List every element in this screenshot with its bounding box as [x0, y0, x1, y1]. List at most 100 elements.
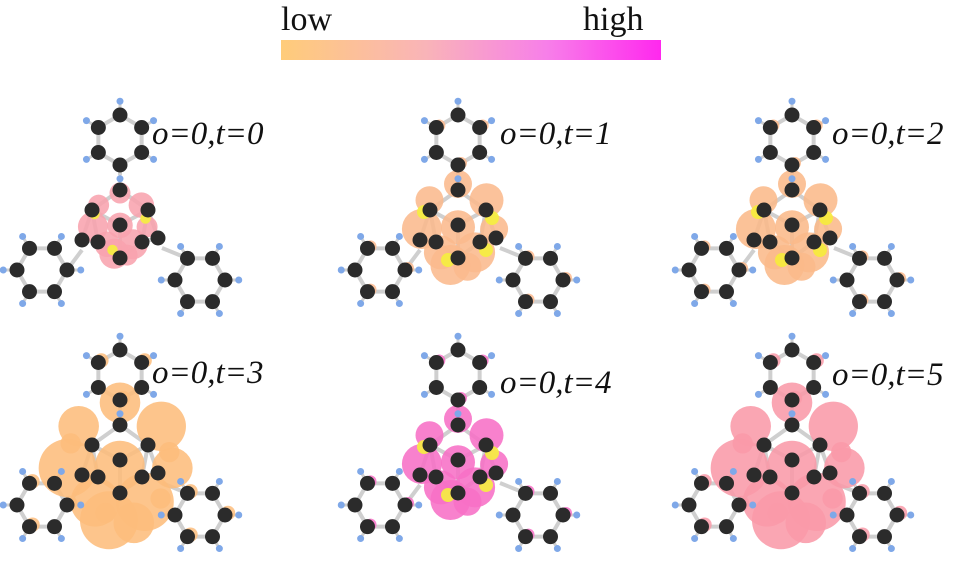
hydrogen-atom [754, 352, 762, 360]
hydrogen-atom [57, 232, 65, 240]
hydrogen-atom [157, 276, 165, 284]
carbon-atom [784, 342, 800, 358]
carbon-atom [47, 284, 62, 300]
carbon-atom [397, 262, 413, 278]
carbon-atom [762, 145, 778, 160]
carbon-atom [205, 485, 220, 501]
hydrogen-atom [357, 300, 365, 308]
carbon-atom [784, 452, 800, 468]
hydrogen-atom [691, 467, 699, 475]
carbon-atom [450, 182, 466, 198]
panel-t5: o=0,t=5 [671, 305, 975, 555]
hydrogen-atom [488, 390, 496, 398]
carbon-atom [22, 240, 37, 256]
hydrogen-atom [77, 501, 85, 509]
hydrogen-atom [82, 117, 90, 125]
carbon-atom [719, 475, 734, 491]
hydrogen-atom [454, 410, 462, 418]
panel-label-t4: o=0,t=4 [500, 365, 612, 401]
carbon-atom [9, 497, 25, 513]
colorbar-low-label: low [281, 1, 332, 38]
hydrogen-atom [177, 242, 185, 250]
hydrogen-atom [454, 175, 462, 183]
carbon-atom [518, 485, 533, 501]
atoms-group [337, 97, 581, 318]
carbon-atom [806, 469, 822, 485]
carbon-atom [428, 234, 444, 250]
carbon-atom [112, 217, 128, 233]
carbon-atom [756, 437, 772, 453]
panel-label-t1: o=0,t=1 [500, 116, 612, 152]
carbon-atom [543, 529, 558, 545]
hydrogen-atom [849, 545, 857, 553]
carbon-atom [877, 529, 892, 545]
molecule-t2 [671, 97, 915, 318]
carbon-atom [90, 120, 106, 135]
carbon-atom [180, 250, 195, 266]
carbon-atom [150, 230, 166, 246]
atoms-group [0, 97, 243, 318]
hydrogen-atom [788, 175, 796, 183]
carbon-atom [385, 475, 400, 491]
hydrogen-atom [495, 511, 503, 519]
carbon-atom [731, 497, 747, 513]
panel-label-t0: o=0,t=0 [152, 116, 264, 152]
hydrogen-atom [454, 332, 462, 340]
carbon-atom [90, 234, 106, 250]
carbon-atom [450, 452, 466, 468]
hydrogen-atom [177, 477, 185, 485]
orbital-highlight [95, 502, 116, 524]
atoms-group [671, 97, 915, 318]
carbon-atom [762, 120, 778, 135]
carbon-atom [877, 485, 892, 501]
hydrogen-atom [691, 232, 699, 240]
hydrogen-atom [215, 545, 223, 553]
hydrogen-atom [573, 276, 581, 284]
carbon-atom [140, 437, 156, 453]
carbon-atom [784, 250, 800, 266]
carbon-atom [450, 217, 466, 233]
carbon-atom [488, 465, 504, 481]
carbon-atom [90, 355, 106, 370]
carbon-atom [472, 120, 488, 135]
carbon-atom [784, 107, 800, 123]
molecule-t1 [337, 97, 581, 318]
carbon-atom [478, 437, 494, 453]
hydrogen-atom [754, 390, 762, 398]
hydrogen-atom [907, 511, 915, 519]
hydrogen-atom [788, 332, 796, 340]
carbon-atom [756, 202, 772, 218]
carbon-atom [59, 497, 75, 513]
orbital-lobe [469, 183, 504, 218]
carbon-atom [47, 240, 62, 256]
hydrogen-atom [235, 276, 243, 284]
carbon-atom [217, 272, 233, 288]
carbon-atom [784, 485, 800, 501]
hydrogen-atom [829, 276, 837, 284]
carbon-atom [822, 230, 838, 246]
carbon-atom [518, 529, 533, 545]
hydrogen-atom [415, 266, 423, 274]
hydrogen-atom [337, 266, 345, 274]
carbon-atom [22, 519, 37, 535]
carbon-atom [180, 485, 195, 501]
hydrogen-atom [691, 300, 699, 308]
carbon-atom [428, 145, 444, 160]
carbon-atom [681, 497, 697, 513]
panel-label-t3: o=0,t=3 [152, 355, 264, 391]
carbon-atom [762, 355, 778, 370]
hydrogen-atom [420, 117, 428, 125]
hydrogen-atom [553, 310, 561, 318]
hydrogen-atom [454, 97, 462, 105]
carbon-atom [694, 475, 709, 491]
carbon-atom [59, 262, 75, 278]
carbon-atom [180, 294, 195, 310]
carbon-atom [112, 107, 128, 123]
carbon-atom [385, 519, 400, 535]
carbon-atom [889, 507, 905, 523]
carbon-atom [428, 469, 444, 485]
carbon-atom [74, 232, 90, 248]
hydrogen-atom [887, 310, 895, 318]
orbital-lobe [113, 502, 155, 544]
carbon-atom [112, 157, 128, 173]
